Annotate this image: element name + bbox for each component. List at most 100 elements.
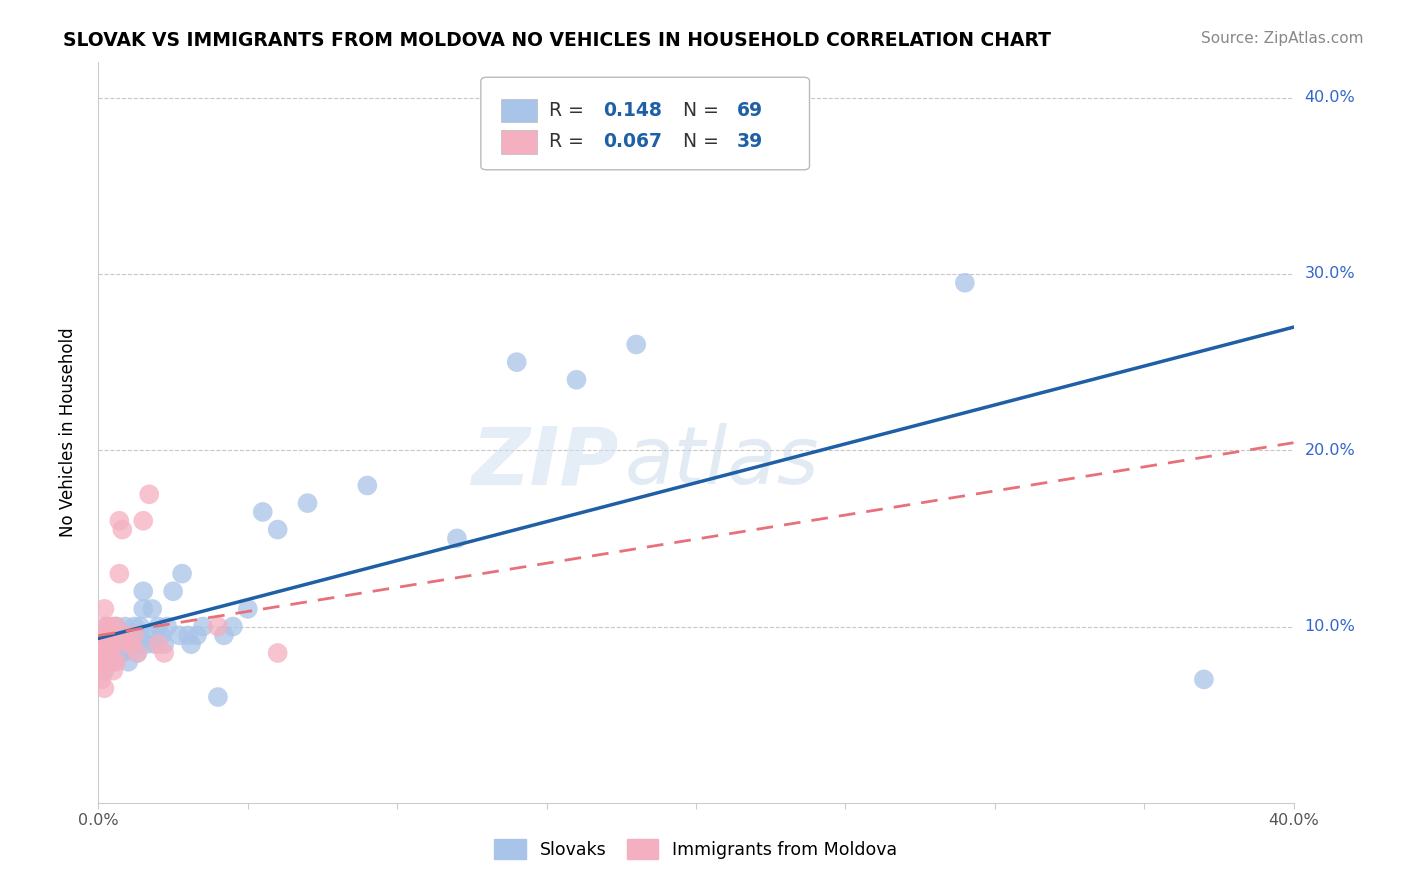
Point xyxy=(127,637,149,651)
Point xyxy=(96,646,118,660)
Point xyxy=(117,637,139,651)
Point xyxy=(93,637,115,651)
Point xyxy=(90,637,112,651)
Point xyxy=(626,337,648,351)
Point xyxy=(103,619,125,633)
Point xyxy=(96,619,118,633)
Point xyxy=(93,664,115,678)
Text: 20.0%: 20.0% xyxy=(1305,442,1355,458)
Legend: Slovaks, Immigrants from Moldova: Slovaks, Immigrants from Moldova xyxy=(486,830,905,868)
Bar xyxy=(501,99,537,122)
Point xyxy=(93,637,115,651)
Text: 30.0%: 30.0% xyxy=(1305,267,1355,282)
Point xyxy=(90,637,112,651)
Point xyxy=(105,619,128,633)
Point xyxy=(506,355,529,369)
Point xyxy=(93,602,115,616)
Point xyxy=(96,619,118,633)
Point xyxy=(153,637,176,651)
Point xyxy=(124,628,146,642)
Point xyxy=(108,628,131,642)
Point xyxy=(120,628,142,642)
Point xyxy=(156,619,179,633)
Point xyxy=(297,496,319,510)
Text: N =: N = xyxy=(683,132,724,151)
Text: 10.0%: 10.0% xyxy=(1305,619,1355,634)
Point xyxy=(953,276,976,290)
Text: 0.067: 0.067 xyxy=(603,132,662,151)
Point xyxy=(98,637,122,651)
Point xyxy=(103,637,125,651)
Point xyxy=(98,646,122,660)
Point xyxy=(103,637,125,651)
Point xyxy=(135,637,157,651)
Point xyxy=(172,566,194,581)
Point xyxy=(105,655,128,669)
Point xyxy=(148,619,170,633)
Point xyxy=(93,681,115,696)
Point xyxy=(186,628,208,642)
Point xyxy=(98,637,122,651)
Point xyxy=(108,514,131,528)
Point xyxy=(103,628,125,642)
Point xyxy=(252,505,274,519)
Point xyxy=(96,637,118,651)
Point xyxy=(127,646,149,660)
Point xyxy=(212,628,235,642)
Point xyxy=(267,646,290,660)
Point xyxy=(98,619,122,633)
Point xyxy=(153,646,176,660)
Point xyxy=(148,637,170,651)
Point xyxy=(236,602,259,616)
Point xyxy=(132,514,155,528)
Y-axis label: No Vehicles in Household: No Vehicles in Household xyxy=(59,327,77,538)
Point xyxy=(103,664,125,678)
Point xyxy=(105,628,128,642)
Point xyxy=(98,628,122,642)
Point xyxy=(96,655,118,669)
Point xyxy=(207,619,229,633)
Point xyxy=(90,646,112,660)
Point xyxy=(138,628,160,642)
Text: R =: R = xyxy=(548,101,591,120)
Point xyxy=(93,619,115,633)
Point xyxy=(117,637,139,651)
Bar xyxy=(501,130,537,153)
Point xyxy=(105,619,128,633)
Point xyxy=(124,619,146,633)
Point xyxy=(138,487,160,501)
Point xyxy=(90,655,112,669)
Point xyxy=(129,628,152,642)
Text: Source: ZipAtlas.com: Source: ZipAtlas.com xyxy=(1201,31,1364,46)
Point xyxy=(93,646,115,660)
Point xyxy=(177,628,200,642)
Point xyxy=(132,584,155,599)
Point xyxy=(96,655,118,669)
Text: 40.0%: 40.0% xyxy=(1305,90,1355,105)
Text: N =: N = xyxy=(683,101,724,120)
Point xyxy=(129,619,152,633)
Point xyxy=(114,628,136,642)
Point xyxy=(90,628,112,642)
Point xyxy=(90,655,112,669)
Point xyxy=(143,637,166,651)
Point xyxy=(98,646,122,660)
Point xyxy=(111,637,134,651)
Text: ZIP: ZIP xyxy=(471,423,619,501)
Point xyxy=(162,584,184,599)
Point xyxy=(124,628,146,642)
Point xyxy=(111,646,134,660)
Point xyxy=(105,637,128,651)
Point xyxy=(90,673,112,687)
Point xyxy=(108,637,131,651)
Point xyxy=(150,628,173,642)
Point xyxy=(103,655,125,669)
Text: 0.148: 0.148 xyxy=(603,101,662,120)
Point xyxy=(180,637,202,651)
Point xyxy=(96,628,118,642)
Point xyxy=(191,619,214,633)
Point xyxy=(565,373,588,387)
Point xyxy=(222,619,245,633)
Point xyxy=(141,602,163,616)
Point xyxy=(167,628,190,642)
